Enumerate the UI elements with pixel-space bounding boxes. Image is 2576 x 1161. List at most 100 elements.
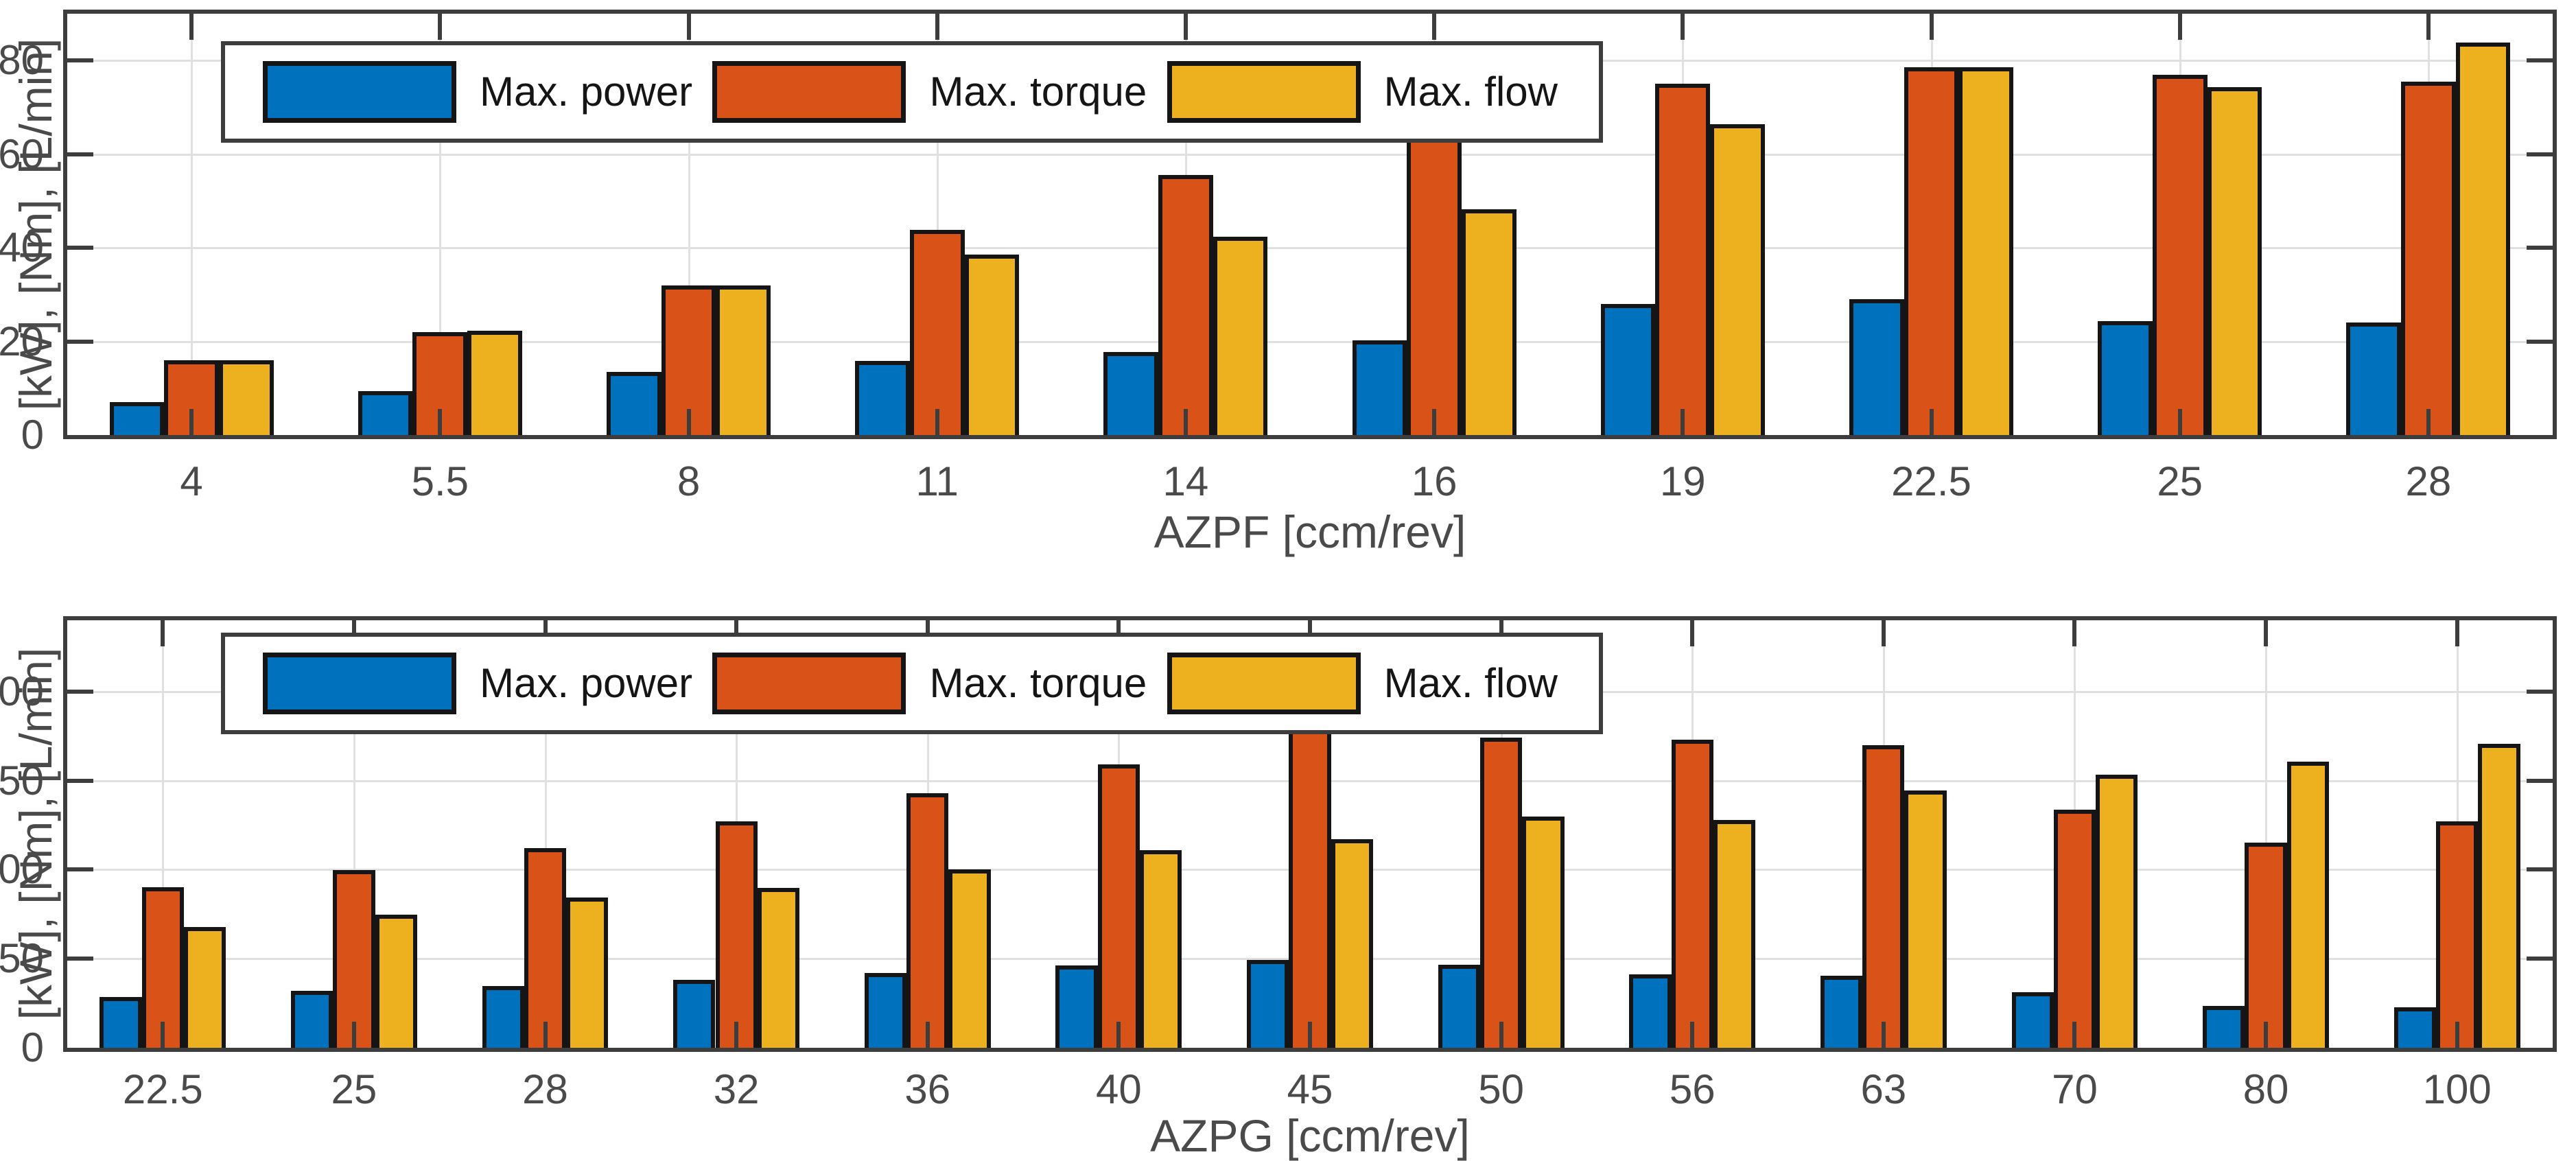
x-tick-mark-top xyxy=(1432,14,1437,40)
x-tick-label: 22.5 xyxy=(1891,458,1971,504)
x-tick-label: 80 xyxy=(2243,1066,2289,1112)
gridline-x-5.5 xyxy=(439,14,442,435)
gridline-x-25 xyxy=(353,620,355,1048)
x-tick-mark-bottom xyxy=(2072,1022,2077,1048)
x-tick-mark-top xyxy=(1681,14,1685,40)
legend-swatch-flow xyxy=(1167,653,1361,714)
bar-azpg-torque-25 xyxy=(333,869,375,1048)
legend-entry-flow: Max. flow xyxy=(1167,653,1558,714)
bar-azpg-flow-70 xyxy=(2096,774,2138,1048)
y-tick-label: 0 xyxy=(21,412,44,458)
y-tick-label: 80 xyxy=(0,37,44,84)
bar-azpg-flow-80 xyxy=(2286,762,2329,1048)
bar-azpf-torque-4 xyxy=(164,360,219,435)
bar-azpg-power-25 xyxy=(290,991,333,1048)
y-tick-mark-left xyxy=(67,778,93,783)
legend-label-power: Max. power xyxy=(480,69,693,115)
bar-azpf-flow-11 xyxy=(964,255,1020,435)
legend-entry-power: Max. power xyxy=(263,653,692,714)
bar-azpf-power-25 xyxy=(2098,320,2153,435)
bar-azpg-torque-40 xyxy=(1097,764,1140,1048)
bar-azpf-power-5.5 xyxy=(358,390,413,435)
x-tick-mark-bottom xyxy=(189,409,194,435)
bar-azpg-flow-50 xyxy=(1522,816,1565,1048)
y-tick-mark-left xyxy=(67,58,93,63)
bar-azpf-power-4 xyxy=(109,402,165,435)
y-tick-mark-left xyxy=(67,152,93,156)
x-tick-mark-bottom xyxy=(438,409,443,435)
x-tick-mark-bottom xyxy=(1881,1022,1886,1048)
x-axis-label-azpg: AZPG [ccm/rev] xyxy=(1150,1110,1470,1161)
legend-azpf: Max. power Max. torque Max. flow xyxy=(221,41,1603,143)
bar-azpg-power-32 xyxy=(673,980,716,1048)
x-tick-mark-top xyxy=(2177,14,2182,40)
bar-azpf-flow-16 xyxy=(1461,209,1517,435)
x-tick-label: 32 xyxy=(713,1066,760,1112)
y-tick-label: 20 xyxy=(0,318,44,364)
y-tick-mark-right xyxy=(2527,957,2553,961)
gridline-y-40 xyxy=(67,247,2553,250)
bar-azpg-flow-100 xyxy=(2478,744,2520,1048)
x-tick-mark-bottom xyxy=(351,1022,356,1048)
bar-azpg-power-63 xyxy=(1820,975,1863,1048)
x-tick-mark-bottom xyxy=(2177,409,2182,435)
bar-azpg-power-28 xyxy=(482,985,524,1048)
legend-swatch-torque xyxy=(712,61,906,123)
bar-azpg-torque-100 xyxy=(2436,821,2479,1048)
bar-azpf-flow-8 xyxy=(716,285,771,435)
bar-azpg-power-100 xyxy=(2393,1007,2437,1048)
x-tick-label: 28 xyxy=(2405,458,2452,504)
y-tick-mark-right xyxy=(2527,58,2553,63)
azpf-plot-inner xyxy=(67,14,2553,435)
bar-azpf-flow-14 xyxy=(1213,237,1268,435)
azpg-plot-inner xyxy=(67,620,2553,1048)
x-tick-label: 56 xyxy=(1669,1066,1716,1112)
x-tick-mark-bottom xyxy=(2426,409,2431,435)
legend-azpg: Max. power Max. torque Max. flow xyxy=(221,633,1603,734)
x-tick-mark-top xyxy=(1929,14,1934,40)
legend-label-flow: Max. flow xyxy=(1383,69,1558,115)
x-tick-mark-bottom xyxy=(1183,409,1188,435)
x-tick-mark-top xyxy=(2426,14,2431,40)
x-tick-mark-bottom xyxy=(734,1022,739,1048)
y-tick-mark-right xyxy=(2527,246,2553,250)
bar-azpg-torque-50 xyxy=(1479,738,1523,1048)
x-tick-mark-top xyxy=(1183,14,1188,40)
bar-azpg-power-50 xyxy=(1438,964,1480,1048)
gridline-x-4 xyxy=(191,14,194,435)
x-tick-label: 36 xyxy=(904,1066,951,1112)
x-tick-mark-bottom xyxy=(1499,1022,1503,1048)
x-tick-mark-bottom xyxy=(1690,1022,1695,1048)
bar-azpg-torque-22.5 xyxy=(141,887,184,1048)
y-tick-mark-left xyxy=(67,246,93,250)
x-tick-label: 4 xyxy=(180,458,203,504)
bar-azpf-torque-11 xyxy=(909,230,965,435)
legend-swatch-torque xyxy=(712,653,906,714)
x-tick-mark-top xyxy=(935,14,939,40)
x-tick-mark-bottom xyxy=(1116,1022,1121,1048)
legend-label-power: Max. power xyxy=(480,660,693,706)
y-tick-label: 50 xyxy=(0,935,44,982)
gridline-x-8 xyxy=(688,14,690,435)
bar-azpg-torque-63 xyxy=(1862,744,1905,1048)
x-tick-label: 19 xyxy=(1659,458,1706,504)
bar-azpg-flow-45 xyxy=(1331,839,1373,1048)
bar-azpf-flow-5.5 xyxy=(467,330,522,435)
gridline-y-20 xyxy=(67,340,2553,343)
x-tick-mark-bottom xyxy=(2264,1022,2269,1048)
bar-azpf-flow-22.5 xyxy=(1958,67,2013,435)
y-tick-mark-right xyxy=(2527,778,2553,783)
bar-azpg-torque-45 xyxy=(1289,729,1331,1048)
bar-azpf-torque-28 xyxy=(2401,81,2456,435)
bar-azpf-power-28 xyxy=(2346,322,2402,435)
bar-azpg-power-56 xyxy=(1629,974,1672,1048)
x-tick-mark-bottom xyxy=(1308,1022,1312,1048)
y-tick-mark-left xyxy=(67,339,93,344)
y-tick-mark-left xyxy=(67,867,93,872)
x-tick-mark-bottom xyxy=(935,409,939,435)
x-tick-mark-top xyxy=(2264,620,2269,646)
x-tick-mark-bottom xyxy=(543,1022,548,1048)
legend-swatch-flow xyxy=(1167,61,1361,123)
y-tick-mark-right xyxy=(2527,689,2553,694)
